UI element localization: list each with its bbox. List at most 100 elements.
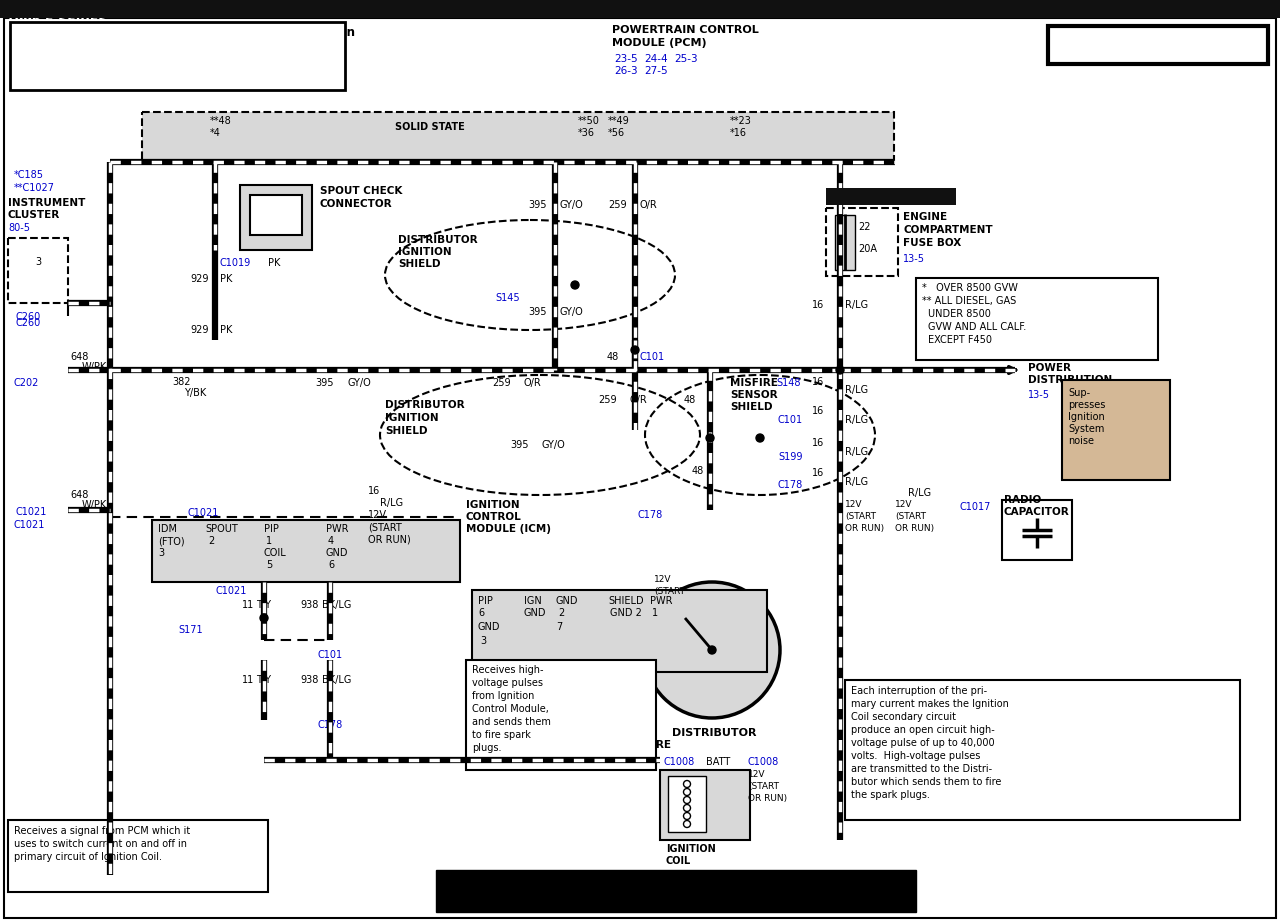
Text: 13-5: 13-5: [902, 254, 925, 264]
Text: PWR: PWR: [650, 596, 672, 606]
Text: C178: C178: [317, 720, 343, 730]
Text: produce an open circuit high-: produce an open circuit high-: [851, 725, 995, 735]
Text: 80-5: 80-5: [8, 223, 29, 233]
Text: 929: 929: [189, 325, 209, 335]
Text: C178: C178: [778, 480, 804, 490]
FancyBboxPatch shape: [152, 520, 460, 582]
Text: 259: 259: [598, 395, 617, 405]
FancyBboxPatch shape: [1002, 500, 1073, 560]
Bar: [0, 0, 1280, 18]
Text: C1008: C1008: [748, 757, 780, 767]
Text: (START: (START: [748, 782, 780, 791]
Text: 23-5: 23-5: [614, 54, 637, 64]
Text: IGNITION: IGNITION: [398, 247, 452, 257]
Text: MODULE (ICM): MODULE (ICM): [466, 524, 550, 534]
Text: SHIELD: SHIELD: [385, 426, 428, 436]
Text: **C1027: **C1027: [14, 183, 55, 193]
Text: C101: C101: [317, 650, 343, 660]
Text: 12V: 12V: [895, 500, 913, 509]
Text: 22: 22: [858, 222, 870, 232]
Text: GVW AND ALL CALF.: GVW AND ALL CALF.: [928, 322, 1027, 332]
Circle shape: [571, 281, 579, 289]
Text: 13-5: 13-5: [1028, 390, 1050, 400]
Text: presses: presses: [1068, 400, 1106, 410]
Text: 48: 48: [607, 352, 620, 362]
Text: GND: GND: [477, 622, 500, 632]
Text: R/LG: R/LG: [380, 498, 403, 508]
Text: R/LG: R/LG: [845, 447, 868, 457]
Text: COIL WIRE: COIL WIRE: [611, 740, 671, 750]
Text: mary current makes the Ignition: mary current makes the Ignition: [851, 699, 1009, 709]
Text: **50: **50: [579, 116, 600, 126]
Text: R/LG: R/LG: [845, 385, 868, 395]
Text: ** ALL DIESEL, GAS: ** ALL DIESEL, GAS: [922, 296, 1016, 306]
Text: SHIELD: SHIELD: [398, 259, 440, 269]
FancyBboxPatch shape: [668, 776, 707, 832]
Text: OR RUN): OR RUN): [369, 534, 411, 544]
Text: CAPACITOR: CAPACITOR: [1004, 507, 1070, 517]
Text: 1: 1: [266, 536, 273, 546]
Text: Receives a signal from PCM which it: Receives a signal from PCM which it: [14, 826, 191, 836]
Text: W/PK: W/PK: [82, 500, 108, 510]
Text: 938: 938: [300, 675, 319, 685]
Text: CONTROL: CONTROL: [466, 512, 522, 522]
Text: 48: 48: [692, 466, 704, 476]
Text: 259: 259: [492, 378, 511, 388]
Text: FUSE BOX: FUSE BOX: [902, 238, 961, 248]
Text: 1: 1: [652, 608, 658, 618]
Text: 26-3: 26-3: [614, 66, 637, 76]
Text: Ignition: Ignition: [1068, 412, 1105, 422]
Text: S171: S171: [178, 625, 202, 635]
Text: O/R: O/R: [630, 395, 648, 405]
Text: SOLID STATE: SOLID STATE: [396, 122, 465, 132]
Text: PWR: PWR: [326, 524, 348, 534]
FancyBboxPatch shape: [835, 215, 855, 270]
Text: 382: 382: [172, 377, 191, 387]
Text: Refer to Section 152 for components, connectors, splice: Refer to Section 152 for components, con…: [444, 876, 796, 886]
Text: **23: **23: [730, 116, 751, 126]
Text: C1021: C1021: [188, 508, 219, 518]
Circle shape: [631, 346, 639, 354]
Circle shape: [836, 366, 844, 374]
Text: 27-5: 27-5: [644, 66, 668, 76]
Text: 7: 7: [556, 622, 562, 632]
Text: CLUSTER: CLUSTER: [8, 210, 60, 220]
Text: 11: 11: [242, 675, 255, 685]
FancyBboxPatch shape: [1048, 26, 1268, 64]
Text: POWERTRAIN CONTROL: POWERTRAIN CONTROL: [612, 25, 759, 35]
Text: GY/O: GY/O: [561, 200, 584, 210]
Text: IGNITION: IGNITION: [466, 500, 520, 510]
Text: C1021: C1021: [15, 507, 47, 517]
Text: GND: GND: [556, 596, 579, 606]
Text: the spark plugs.: the spark plugs.: [851, 790, 929, 800]
Text: HOT IN START RO RUN: HOT IN START RO RUN: [829, 189, 943, 198]
Text: primary circuit of Ignition Coil.: primary circuit of Ignition Coil.: [14, 852, 163, 862]
Circle shape: [708, 646, 716, 654]
Text: *4: *4: [210, 128, 221, 138]
Text: IDM: IDM: [157, 524, 177, 534]
Text: 16: 16: [812, 468, 824, 478]
Text: C101: C101: [778, 415, 803, 425]
Text: **48: **48: [210, 116, 232, 126]
Text: 938: 938: [300, 600, 319, 610]
Text: COIL: COIL: [666, 856, 691, 866]
Text: 3: 3: [157, 548, 164, 558]
Text: OR RUN): OR RUN): [845, 524, 884, 533]
FancyBboxPatch shape: [8, 820, 268, 892]
Text: GY/O: GY/O: [561, 307, 584, 317]
Text: Control/Emissions Diagnosis Manual.: Control/Emissions Diagnosis Manual.: [15, 42, 260, 55]
Text: DISTRIBUTION: DISTRIBUTION: [1028, 375, 1112, 385]
Text: GND 2: GND 2: [611, 608, 641, 618]
Text: INSTRUMENT: INSTRUMENT: [8, 198, 86, 208]
Text: W/PK: W/PK: [82, 362, 108, 372]
Text: C202: C202: [14, 378, 40, 388]
Text: SHIELD: SHIELD: [608, 596, 644, 606]
Text: GY/O: GY/O: [541, 440, 566, 450]
Text: R/LG: R/LG: [845, 300, 868, 310]
Text: C260: C260: [15, 318, 41, 328]
Text: noise: noise: [1068, 436, 1094, 446]
Text: R/LG: R/LG: [908, 488, 931, 498]
Text: C1021: C1021: [216, 586, 247, 596]
Text: 648: 648: [70, 352, 88, 362]
Text: butor which sends them to fire: butor which sends them to fire: [851, 777, 1001, 787]
